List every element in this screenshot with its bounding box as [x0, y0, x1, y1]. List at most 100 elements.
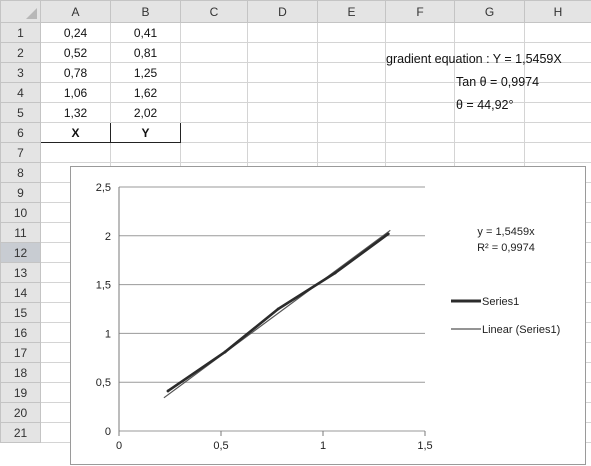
cell-h7[interactable] [524, 142, 591, 163]
sheet-row: 4 1,06 1,62 [0, 82, 591, 103]
row-header-12[interactable]: 12 [0, 242, 41, 263]
row-header-10[interactable]: 10 [0, 202, 41, 223]
series1-point [386, 232, 390, 236]
select-all-corner[interactable] [0, 0, 41, 23]
row-header-14[interactable]: 14 [0, 282, 41, 303]
cell-b7[interactable] [110, 142, 181, 163]
cell-d1[interactable] [247, 22, 318, 43]
sheet-row: 5 1,32 2,02 [0, 102, 591, 123]
cell-b1[interactable]: 0,41 [110, 22, 181, 43]
cell-f7[interactable] [385, 142, 455, 163]
row-header-15[interactable]: 15 [0, 302, 41, 323]
cell-e2[interactable] [317, 42, 386, 63]
x-tick-label: 1 [320, 440, 326, 452]
column-header-h[interactable]: H [524, 0, 591, 23]
cell-b5[interactable]: 2,02 [110, 102, 181, 123]
cell-h1[interactable] [524, 22, 591, 43]
column-header-d[interactable]: D [247, 0, 318, 23]
cell-b6[interactable]: Y [110, 122, 181, 143]
cell-a6[interactable]: X [40, 122, 111, 143]
cell-g1[interactable] [454, 22, 525, 43]
row-header-16[interactable]: 16 [0, 322, 41, 343]
cell-e3[interactable] [317, 62, 386, 83]
y-tick-label: 1 [105, 328, 111, 340]
cell-e6[interactable] [317, 122, 386, 143]
cell-d4[interactable] [247, 82, 318, 103]
row-header-18[interactable]: 18 [0, 362, 41, 383]
cell-a2[interactable]: 0,52 [40, 42, 111, 63]
cell-d6[interactable] [247, 122, 318, 143]
column-header-b[interactable]: B [110, 0, 181, 23]
row-header-13[interactable]: 13 [0, 262, 41, 283]
row-header-8[interactable]: 8 [0, 162, 41, 183]
cell-c5[interactable] [180, 102, 248, 123]
legend-linear-label: Linear (Series1) [482, 324, 560, 336]
cell-f4[interactable] [385, 82, 455, 103]
cell-e1[interactable] [317, 22, 386, 43]
row-header-5[interactable]: 5 [0, 102, 41, 123]
cell-e7[interactable] [317, 142, 386, 163]
cell-f6[interactable] [385, 122, 455, 143]
row-header-21[interactable]: 21 [0, 422, 41, 443]
series1-point [333, 271, 337, 275]
cell-b2[interactable]: 0,81 [110, 42, 181, 63]
cell-h5[interactable] [524, 102, 591, 123]
cell-c1[interactable] [180, 22, 248, 43]
x-tick-label: 1,5 [417, 440, 432, 452]
cell-c7[interactable] [180, 142, 248, 163]
cell-a1[interactable]: 0,24 [40, 22, 111, 43]
cell-d7[interactable] [247, 142, 318, 163]
y-tick-label: 0,5 [96, 377, 111, 389]
cell-e5[interactable] [317, 102, 386, 123]
x-tick-label: 0,5 [213, 440, 228, 452]
x-tick-label: 0 [116, 440, 122, 452]
sheet-row: 1 0,24 0,41 [0, 22, 591, 43]
sheet-row: 3 0,78 1,25 [0, 62, 591, 83]
cell-d3[interactable] [247, 62, 318, 83]
cell-a4[interactable]: 1,06 [40, 82, 111, 103]
tan-theta-text: Tan θ = 0,9974 [456, 75, 540, 89]
cell-a7[interactable] [40, 142, 111, 163]
row-header-19[interactable]: 19 [0, 382, 41, 403]
column-header-f[interactable]: F [385, 0, 455, 23]
cell-c4[interactable] [180, 82, 248, 103]
chart-canvas: 0 0,5 1 1,5 2 2,5 0 0,5 1 1,5 y = 1,5459x R² = 0,99… [96, 182, 561, 452]
cell-f5[interactable] [385, 102, 455, 123]
cell-e4[interactable] [317, 82, 386, 103]
cell-h6[interactable] [524, 122, 591, 143]
cell-b4[interactable]: 1,62 [110, 82, 181, 103]
row-header-7[interactable]: 7 [0, 142, 41, 163]
row-header-6[interactable]: 6 [0, 122, 41, 143]
sheet-row: 2 0,52 0,81 [0, 42, 591, 63]
row-header-4[interactable]: 4 [0, 82, 41, 103]
scatter-chart[interactable]: 0 0,5 1 1,5 2 2,5 0 0,5 1 1,5 y = 1,5459x R² = 0,99… [70, 166, 586, 465]
row-header-2[interactable]: 2 [0, 42, 41, 63]
row-header-9[interactable]: 9 [0, 182, 41, 203]
cell-b3[interactable]: 1,25 [110, 62, 181, 83]
row-header-3[interactable]: 3 [0, 62, 41, 83]
cell-c2[interactable] [180, 42, 248, 63]
y-tick-label: 1,5 [96, 280, 111, 292]
cell-a5[interactable]: 1,32 [40, 102, 111, 123]
cell-a3[interactable]: 0,78 [40, 62, 111, 83]
column-header-e[interactable]: E [317, 0, 386, 23]
row-header-11[interactable]: 11 [0, 222, 41, 243]
cell-c3[interactable] [180, 62, 248, 83]
row-header-1[interactable]: 1 [0, 22, 41, 43]
column-header-g[interactable]: G [454, 0, 525, 23]
cell-c6[interactable] [180, 122, 248, 143]
cell-g7[interactable] [454, 142, 525, 163]
series1-point [276, 307, 280, 311]
row-header-17[interactable]: 17 [0, 342, 41, 363]
row-header-20[interactable]: 20 [0, 402, 41, 423]
column-header-c[interactable]: C [180, 0, 248, 23]
cell-f1[interactable] [385, 22, 455, 43]
column-header-a[interactable]: A [40, 0, 111, 23]
trendline-equation-label: y = 1,5459x [477, 226, 535, 238]
cell-g6[interactable] [454, 122, 525, 143]
cell-d5[interactable] [247, 102, 318, 123]
theta-text: θ = 44,92° [456, 98, 514, 112]
y-tick-label: 0 [105, 426, 111, 438]
cell-d2[interactable] [247, 42, 318, 63]
